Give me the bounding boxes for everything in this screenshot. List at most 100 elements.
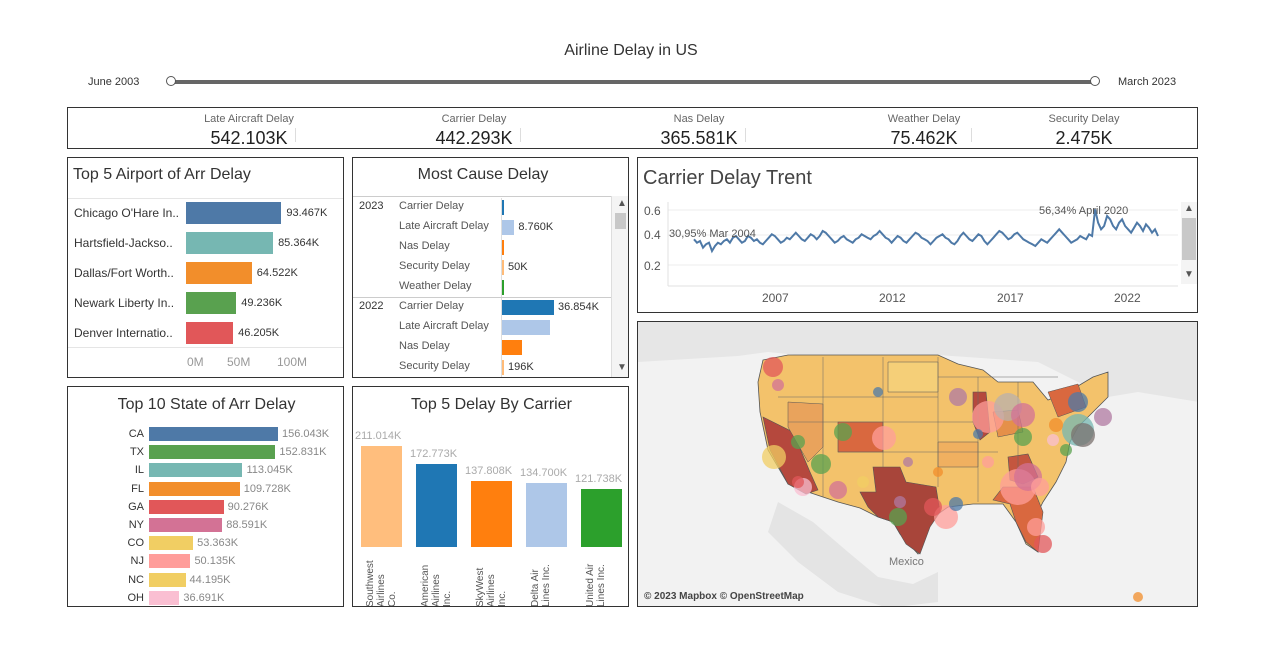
state-bar[interactable] xyxy=(149,445,276,460)
carrier-value: 137.808K xyxy=(465,465,513,478)
airport-bubble[interactable] xyxy=(889,508,907,526)
kpi-value-weather: 75.462K xyxy=(890,128,958,148)
airport-bubble[interactable] xyxy=(1094,408,1112,426)
airport-bubble[interactable] xyxy=(1049,418,1063,432)
us-map-panel[interactable]: Mexico © 2023 Mapbox © OpenStreetMap xyxy=(637,321,1198,607)
cause-bar[interactable] xyxy=(502,240,504,255)
mexico-land xyxy=(768,502,938,606)
airport-bubble[interactable] xyxy=(1060,444,1072,456)
state-bar[interactable] xyxy=(149,518,223,532)
airport-bar[interactable] xyxy=(186,232,274,254)
top-states-panel: Top 10 State of Arr Delay CA 156.043K TX 15… xyxy=(67,386,344,607)
cause-label: Nas Delay xyxy=(399,340,450,352)
state-value: 50.135K xyxy=(194,555,236,568)
kpi-divider xyxy=(745,128,746,142)
state-bar[interactable] xyxy=(149,536,194,551)
cause-bar[interactable] xyxy=(502,220,515,235)
x-tick: 2017 xyxy=(997,291,1024,305)
map-credit[interactable]: © 2023 Mapbox © OpenStreetMap xyxy=(644,591,804,602)
airport-bubble[interactable] xyxy=(1068,392,1088,412)
cause-bar[interactable] xyxy=(502,260,504,275)
causes-divider xyxy=(353,196,611,197)
scrollbar-thumb[interactable] xyxy=(1182,218,1196,260)
carrier-value: 134.700K xyxy=(520,466,568,479)
airport-bubble[interactable] xyxy=(894,496,906,508)
cause-bar[interactable] xyxy=(502,280,504,295)
carrier-bar[interactable] xyxy=(361,446,402,547)
state-label: NY xyxy=(128,519,144,531)
airport-bubble[interactable] xyxy=(973,429,983,439)
state-bar[interactable] xyxy=(149,427,278,441)
airport-bubble[interactable] xyxy=(791,435,805,449)
scroll-down-icon[interactable]: ▼ xyxy=(617,362,627,373)
scrollbar[interactable]: ▲ ▼ xyxy=(1181,202,1197,284)
state-value: 88.591K xyxy=(226,519,268,531)
state-bar[interactable] xyxy=(149,499,224,514)
cause-bar[interactable] xyxy=(502,200,504,215)
trend-annotation-low: 30,95% Mar 2004 xyxy=(669,228,756,240)
airport-bubble[interactable] xyxy=(762,445,786,469)
slider-handle-end[interactable] xyxy=(1090,76,1100,86)
carriers-bars: 211.014K Southwest Airlines Co. 172.773K Am… xyxy=(353,387,628,606)
airport-bubble[interactable] xyxy=(763,357,783,377)
airport-bubble[interactable] xyxy=(949,388,967,406)
kpi-divider xyxy=(520,128,521,142)
scroll-up-icon[interactable]: ▲ xyxy=(1184,203,1194,214)
airport-bar[interactable] xyxy=(186,202,282,224)
scroll-up-icon[interactable]: ▲ xyxy=(617,198,627,209)
state-bar[interactable] xyxy=(149,463,243,478)
cause-label: Security Delay xyxy=(399,360,470,372)
carrier-bar[interactable] xyxy=(416,464,457,547)
date-range-slider[interactable] xyxy=(172,80,1096,84)
cause-bar[interactable] xyxy=(502,300,554,315)
airport-bubble[interactable] xyxy=(933,467,943,477)
airport-bubble[interactable] xyxy=(834,423,852,441)
causes-content: 2023 Carrier Delay Late Aircraft Delay 8.76… xyxy=(353,158,611,377)
cause-bar[interactable] xyxy=(502,360,504,375)
carrier-bar[interactable] xyxy=(471,481,512,547)
state-value: 53.363K xyxy=(197,537,239,550)
airport-bubble[interactable] xyxy=(857,476,869,488)
airport-bubble[interactable] xyxy=(1011,403,1035,427)
airport-bubble[interactable] xyxy=(829,481,847,499)
cause-bar[interactable] xyxy=(502,320,550,335)
airport-bubble[interactable] xyxy=(1014,428,1032,446)
scrollbar[interactable]: ▲ ▼ xyxy=(611,196,628,377)
carrier-bar[interactable] xyxy=(581,488,622,547)
airports-axis-tick: 50M xyxy=(227,355,251,369)
airport-bar[interactable] xyxy=(186,262,252,284)
airport-bubble[interactable] xyxy=(1034,535,1052,553)
slider-handle-start[interactable] xyxy=(166,76,176,86)
kpi-label-carrier: Carrier Delay xyxy=(441,113,507,125)
airport-bubble[interactable] xyxy=(1133,592,1143,602)
state-value: 152.831K xyxy=(279,446,327,459)
airport-bubble[interactable] xyxy=(1027,518,1045,536)
airport-bubble[interactable] xyxy=(949,497,963,511)
cause-bar[interactable] xyxy=(502,340,522,355)
airport-bar[interactable] xyxy=(186,292,237,314)
airport-bubble[interactable] xyxy=(1071,423,1095,447)
airports-axis-tick: 100M xyxy=(277,355,308,369)
airport-bubble[interactable] xyxy=(924,498,942,516)
scroll-down-icon[interactable]: ▼ xyxy=(1184,269,1194,280)
airport-bubble[interactable] xyxy=(873,387,883,397)
carrier-bar[interactable] xyxy=(526,482,567,547)
airport-bubble[interactable] xyxy=(811,454,831,474)
state-bar[interactable] xyxy=(149,554,191,569)
airport-bubble[interactable] xyxy=(872,426,896,450)
us-map[interactable] xyxy=(638,322,1198,607)
state-bar[interactable] xyxy=(149,572,186,587)
airport-bubble[interactable] xyxy=(792,476,804,488)
airport-bubble[interactable] xyxy=(982,456,994,468)
airport-bar[interactable] xyxy=(186,322,234,344)
carrier-value: 172.773K xyxy=(410,448,458,461)
cause-label: Late Aircraft Delay xyxy=(399,220,489,232)
state-bar[interactable] xyxy=(149,590,180,605)
airport-bubble[interactable] xyxy=(1031,478,1049,496)
scrollbar-thumb[interactable] xyxy=(615,213,626,229)
state-bar[interactable] xyxy=(149,481,240,496)
state-label: IL xyxy=(134,464,144,477)
airport-bubble[interactable] xyxy=(1047,434,1059,446)
airport-bubble[interactable] xyxy=(903,457,913,467)
airport-bubble[interactable] xyxy=(772,379,784,391)
